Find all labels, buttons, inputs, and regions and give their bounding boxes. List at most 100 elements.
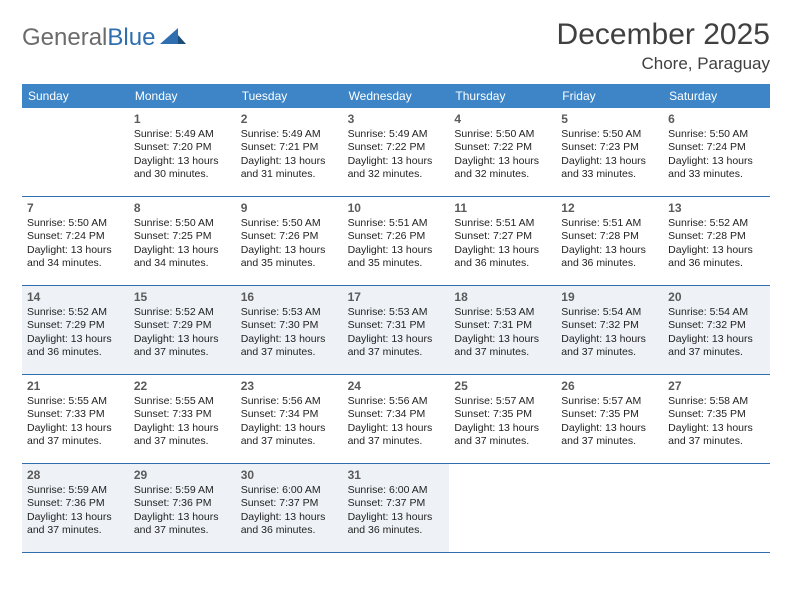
day-info-line: Sunset: 7:33 PM [134,408,231,421]
day-info-line: and 37 minutes. [561,346,658,359]
day-info-line: Sunset: 7:36 PM [27,497,124,510]
day-cell: 10Sunrise: 5:51 AMSunset: 7:26 PMDayligh… [343,197,450,285]
calendar-grid: Sunday Monday Tuesday Wednesday Thursday… [22,84,770,553]
day-info-line: and 37 minutes. [134,524,231,537]
dow-tuesday: Tuesday [236,84,343,108]
day-info-line: Sunrise: 5:58 AM [668,395,765,408]
title-block: December 2025 Chore, Paraguay [557,18,770,74]
day-info-line: Daylight: 13 hours [134,422,231,435]
month-title: December 2025 [557,18,770,52]
day-info-line: and 34 minutes. [27,257,124,270]
day-number: 11 [454,201,551,215]
day-info-line: Sunrise: 5:51 AM [561,217,658,230]
day-cell: 15Sunrise: 5:52 AMSunset: 7:29 PMDayligh… [129,286,236,374]
day-info-line: and 35 minutes. [241,257,338,270]
day-number: 2 [241,112,338,126]
day-info-line: and 36 minutes. [561,257,658,270]
day-info-line: and 34 minutes. [134,257,231,270]
day-info-line: Sunrise: 5:50 AM [668,128,765,141]
day-info-line: and 36 minutes. [348,524,445,537]
day-info-line: Sunset: 7:20 PM [134,141,231,154]
day-number: 19 [561,290,658,304]
day-info-line: Sunrise: 5:49 AM [241,128,338,141]
dow-friday: Friday [556,84,663,108]
day-info-line: and 37 minutes. [134,346,231,359]
day-number: 9 [241,201,338,215]
day-info-line: Sunset: 7:35 PM [561,408,658,421]
day-info-line: and 36 minutes. [27,346,124,359]
day-info-line: Daylight: 13 hours [348,244,445,257]
day-number: 1 [134,112,231,126]
day-info-line: and 32 minutes. [454,168,551,181]
day-number: 3 [348,112,445,126]
day-info-line: Daylight: 13 hours [27,333,124,346]
day-info-line: Daylight: 13 hours [668,333,765,346]
day-cell [22,108,129,196]
day-info-line: and 37 minutes. [241,435,338,448]
day-info-line: and 36 minutes. [241,524,338,537]
day-number: 15 [134,290,231,304]
day-info-line: Sunrise: 5:56 AM [241,395,338,408]
day-cell: 8Sunrise: 5:50 AMSunset: 7:25 PMDaylight… [129,197,236,285]
dow-thursday: Thursday [449,84,556,108]
day-info-line: and 37 minutes. [348,435,445,448]
day-info-line: and 37 minutes. [561,435,658,448]
day-info-line: Daylight: 13 hours [454,422,551,435]
day-cell: 25Sunrise: 5:57 AMSunset: 7:35 PMDayligh… [449,375,556,463]
day-info-line: Daylight: 13 hours [27,422,124,435]
week-row: 14Sunrise: 5:52 AMSunset: 7:29 PMDayligh… [22,286,770,375]
day-info-line: Daylight: 13 hours [668,155,765,168]
day-cell: 13Sunrise: 5:52 AMSunset: 7:28 PMDayligh… [663,197,770,285]
day-info-line: Sunrise: 5:53 AM [454,306,551,319]
day-info-line: Sunrise: 5:55 AM [27,395,124,408]
day-info-line: Sunrise: 5:50 AM [241,217,338,230]
day-info-line: and 37 minutes. [454,346,551,359]
day-info-line: Daylight: 13 hours [241,422,338,435]
logo: GeneralBlue [22,24,186,52]
day-info-line: Sunrise: 5:52 AM [27,306,124,319]
day-info-line: Daylight: 13 hours [348,333,445,346]
day-info-line: and 37 minutes. [27,435,124,448]
day-cell: 24Sunrise: 5:56 AMSunset: 7:34 PMDayligh… [343,375,450,463]
day-number: 22 [134,379,231,393]
day-number: 28 [27,468,124,482]
day-info-line: Sunrise: 6:00 AM [348,484,445,497]
day-info-line: Sunset: 7:23 PM [561,141,658,154]
day-cell: 16Sunrise: 5:53 AMSunset: 7:30 PMDayligh… [236,286,343,374]
day-info-line: Sunset: 7:36 PM [134,497,231,510]
day-info-line: Sunset: 7:34 PM [348,408,445,421]
day-cell [556,464,663,552]
day-info-line: Sunrise: 5:51 AM [348,217,445,230]
day-info-line: Sunset: 7:37 PM [348,497,445,510]
day-number: 21 [27,379,124,393]
day-cell: 27Sunrise: 5:58 AMSunset: 7:35 PMDayligh… [663,375,770,463]
day-number: 12 [561,201,658,215]
day-info-line: Sunrise: 5:49 AM [348,128,445,141]
day-cell: 1Sunrise: 5:49 AMSunset: 7:20 PMDaylight… [129,108,236,196]
day-cell: 5Sunrise: 5:50 AMSunset: 7:23 PMDaylight… [556,108,663,196]
day-info-line: Daylight: 13 hours [561,155,658,168]
day-cell: 11Sunrise: 5:51 AMSunset: 7:27 PMDayligh… [449,197,556,285]
day-info-line: Daylight: 13 hours [241,333,338,346]
day-info-line: Sunset: 7:29 PM [27,319,124,332]
day-info-line: and 37 minutes. [454,435,551,448]
day-cell: 4Sunrise: 5:50 AMSunset: 7:22 PMDaylight… [449,108,556,196]
day-info-line: Daylight: 13 hours [134,244,231,257]
day-cell: 17Sunrise: 5:53 AMSunset: 7:31 PMDayligh… [343,286,450,374]
day-info-line: Sunset: 7:29 PM [134,319,231,332]
day-info-line: Sunrise: 5:50 AM [134,217,231,230]
day-info-line: Sunset: 7:32 PM [668,319,765,332]
day-info-line: Sunset: 7:32 PM [561,319,658,332]
day-number: 13 [668,201,765,215]
day-number: 14 [27,290,124,304]
day-info-line: Daylight: 13 hours [454,333,551,346]
day-cell: 23Sunrise: 5:56 AMSunset: 7:34 PMDayligh… [236,375,343,463]
day-cell: 21Sunrise: 5:55 AMSunset: 7:33 PMDayligh… [22,375,129,463]
day-number: 16 [241,290,338,304]
dow-wednesday: Wednesday [343,84,450,108]
day-info-line: Sunrise: 5:57 AM [561,395,658,408]
day-info-line: and 33 minutes. [668,168,765,181]
day-info-line: Sunrise: 5:53 AM [348,306,445,319]
day-info-line: and 37 minutes. [668,435,765,448]
day-number: 24 [348,379,445,393]
